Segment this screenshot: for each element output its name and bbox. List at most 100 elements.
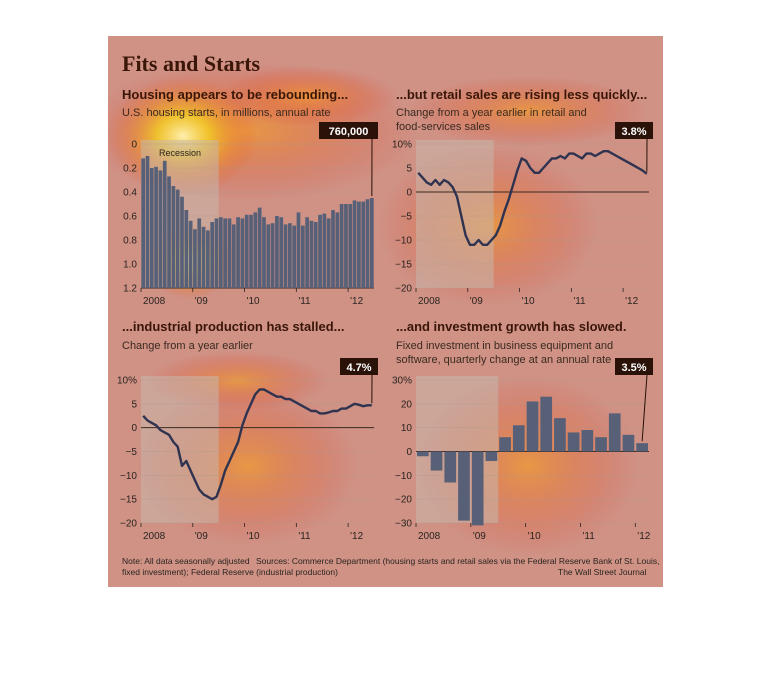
data-bar-1 (162, 160, 167, 288)
callout-pointer-4 (641, 374, 648, 442)
data-bar-4 (567, 432, 580, 452)
panel4-title: ...and investment growth has slowed. (396, 319, 627, 334)
recession-shade-4 (416, 376, 499, 523)
data-bar-1 (270, 223, 275, 288)
panel3-subtitle: Change from a year earlier (122, 340, 253, 352)
y-tick-label-3: 5 (131, 399, 137, 410)
footnote-sources-cont: fixed investment); Federal Reserve (indu… (122, 567, 338, 577)
data-bar-1 (240, 218, 245, 288)
data-bar-1 (344, 204, 348, 288)
data-bar-4 (471, 451, 484, 526)
data-bar-1 (266, 224, 271, 288)
x-tick-label-4: '12 (637, 531, 650, 542)
data-bar-1 (223, 218, 227, 288)
y-tick-label-2: −20 (395, 284, 412, 295)
x-tick-label-4: 2008 (418, 531, 441, 542)
data-bar-1 (335, 212, 340, 288)
panel2-subtitle-line2: food-services sales (396, 121, 491, 133)
y-tick-label-3: −10 (120, 471, 137, 482)
footnote-sources: Sources: Commerce Department (housing st… (256, 556, 660, 566)
y-tick-label-4: 30% (392, 376, 412, 387)
data-bar-1 (210, 222, 215, 288)
data-bar-1 (369, 198, 374, 288)
data-bar-4 (499, 437, 511, 452)
data-bar-1 (331, 210, 335, 288)
data-bar-1 (167, 176, 171, 288)
y-tick-label-2: 0 (406, 188, 412, 199)
y-tick-label-2: −5 (401, 212, 413, 223)
y-tick-label-1: 1.0 (123, 260, 137, 271)
data-bar-1 (193, 229, 197, 288)
recession-shade-1 (141, 140, 219, 288)
y-tick-label-3: 0 (131, 423, 137, 434)
x-tick-label-2: '11 (573, 296, 586, 307)
data-bar-1 (292, 225, 297, 288)
data-bar-1 (218, 217, 223, 288)
data-bar-1 (339, 204, 344, 288)
data-bar-4 (554, 418, 566, 452)
data-bar-1 (244, 214, 249, 288)
y-tick-label-1: 0.6 (123, 212, 137, 223)
x-tick-label-3: '10 (247, 531, 260, 542)
data-bar-1 (275, 216, 279, 288)
data-bar-1 (357, 201, 361, 288)
data-bar-1 (201, 226, 206, 288)
annotation-label-1: Recession (159, 148, 201, 158)
callout-label-1: 760,000 (329, 126, 369, 138)
y-tick-label-4: 0 (406, 447, 412, 458)
panel1-subtitle: U.S. housing starts, in millions, annual… (122, 107, 331, 119)
y-tick-label-4: −30 (395, 519, 412, 530)
x-tick-label-3: 2008 (143, 531, 166, 542)
y-tick-label-1: 0 (131, 140, 137, 151)
y-tick-label-4: 10 (401, 423, 413, 434)
y-tick-label-2: 5 (406, 164, 412, 175)
y-tick-label-3: −20 (120, 519, 137, 530)
callout-label-4: 3.5% (621, 362, 646, 374)
x-tick-label-4: '10 (528, 531, 541, 542)
data-bar-1 (227, 218, 232, 288)
data-bar-1 (300, 225, 305, 288)
callout-label-2: 3.8% (621, 126, 646, 138)
heatmap-overlay (108, 36, 663, 587)
x-tick-label-3: '09 (195, 531, 208, 542)
x-tick-label-4: '09 (473, 531, 486, 542)
data-bar-4 (458, 451, 470, 521)
data-bar-1 (318, 214, 322, 288)
data-bar-1 (175, 189, 180, 288)
data-bar-1 (283, 224, 288, 288)
data-bar-1 (305, 217, 309, 288)
data-bar-1 (214, 218, 219, 288)
data-bar-4 (417, 451, 429, 457)
data-bar-1 (141, 158, 146, 288)
panel4-subtitle-line1: Fixed investment in business equipment a… (396, 340, 614, 352)
data-bar-4 (540, 396, 553, 452)
data-bar-1 (206, 230, 210, 288)
series-line-2 (417, 150, 648, 246)
panel2-subtitle-line1: Change from a year earlier in retail and (396, 107, 587, 119)
panel1-title: Housing appears to be rebounding... (122, 87, 349, 102)
y-tick-label-2: −15 (395, 260, 412, 271)
recession-shade-3 (141, 376, 219, 523)
y-tick-label-4: −20 (395, 495, 412, 506)
y-tick-label-1: 0.8 (123, 236, 137, 247)
data-bar-4 (512, 425, 525, 452)
x-tick-label-3: '11 (298, 531, 311, 542)
data-bar-4 (581, 430, 594, 452)
x-tick-label-4: '11 (582, 531, 595, 542)
data-bar-4 (444, 451, 457, 483)
x-tick-label-2: '12 (625, 296, 638, 307)
data-bar-4 (430, 451, 443, 471)
y-tick-label-3: −5 (126, 447, 138, 458)
y-tick-label-4: −10 (395, 471, 412, 482)
data-bar-1 (313, 222, 318, 288)
data-bar-1 (296, 212, 301, 288)
data-bar-1 (309, 220, 314, 288)
data-bar-1 (180, 196, 184, 288)
data-bar-1 (365, 199, 370, 288)
data-bar-4 (636, 443, 648, 452)
data-bar-1 (236, 217, 240, 288)
data-bar-1 (253, 212, 258, 288)
chart-figure: 0 0.2 0.4 0.6 0.8 1.0 1.2 2008 '09 '10 '11 '12 760,0… (108, 36, 663, 587)
data-bar-4 (608, 413, 621, 452)
x-tick-label-1: '10 (247, 296, 260, 307)
